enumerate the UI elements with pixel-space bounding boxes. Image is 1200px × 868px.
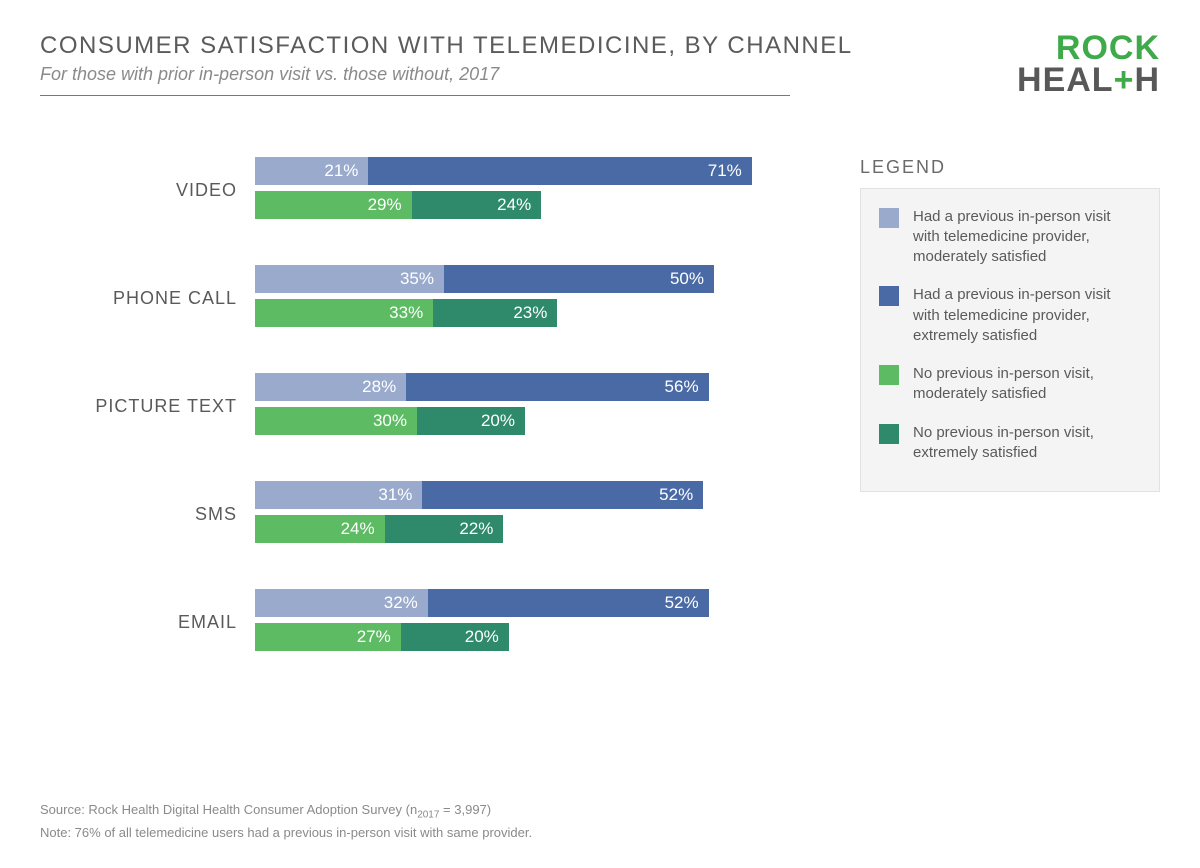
bar-segment-extreme: 50%: [444, 265, 714, 293]
bar-segment-extreme: 20%: [401, 623, 509, 651]
bar-prev-visit: 21%71%: [255, 157, 820, 185]
legend-item: No previous in-person visit, moderately …: [879, 364, 1141, 405]
bar-chart: VIDEO21%71%29%24%PHONE CALL35%50%33%23%P…: [40, 157, 820, 697]
bar-no-prev-visit: 27%20%: [255, 623, 820, 651]
legend-swatch: [879, 365, 899, 385]
bar-pair: 31%52% 24%22%: [255, 481, 820, 549]
bar-segment-extreme: 52%: [428, 589, 709, 617]
legend-swatch: [879, 208, 899, 228]
bar-segment-extreme: 20%: [417, 407, 525, 435]
bar-pair: 21%71% 29%24%: [255, 157, 820, 225]
bar-prev-visit: 35%50%: [255, 265, 820, 293]
category-label: EMAIL: [40, 612, 255, 633]
bar-no-prev-visit: 29%24%: [255, 191, 820, 219]
bar-pair: 28%56% 30%20%: [255, 373, 820, 441]
chart-title: CONSUMER SATISFACTION WITH TELEMEDICINE,…: [40, 32, 1017, 60]
bar-no-prev-visit: 33%23%: [255, 299, 820, 327]
bar-segment-moderate: 24%: [255, 515, 385, 543]
category-label: PHONE CALL: [40, 288, 255, 309]
bar-segment-moderate: 35%: [255, 265, 444, 293]
bar-segment-extreme: 22%: [385, 515, 504, 543]
source-sub: 2017: [417, 810, 439, 821]
bar-prev-visit: 28%56%: [255, 373, 820, 401]
bar-segment-moderate: 29%: [255, 191, 412, 219]
legend-item: Had a previous in-person visit with tele…: [879, 285, 1141, 346]
logo-heal: HEAL: [1017, 61, 1114, 99]
bar-no-prev-visit: 30%20%: [255, 407, 820, 435]
bar-segment-extreme: 52%: [422, 481, 703, 509]
bar-segment-extreme: 23%: [433, 299, 557, 327]
logo-h: H: [1134, 61, 1160, 99]
legend-title: LEGEND: [860, 157, 1160, 178]
title-divider: [40, 95, 790, 96]
note-line: Note: 76% of all telemedicine users had …: [40, 823, 532, 843]
category-label: PICTURE TEXT: [40, 396, 255, 417]
source-post: = 3,997): [439, 802, 491, 817]
category-label: SMS: [40, 504, 255, 525]
legend-text: No previous in-person visit, moderately …: [913, 364, 1141, 405]
source-line: Source: Rock Health Digital Health Consu…: [40, 800, 532, 823]
bar-pair: 35%50% 33%23%: [255, 265, 820, 333]
category-label: VIDEO: [40, 180, 255, 201]
bar-prev-visit: 32%52%: [255, 589, 820, 617]
chart-subtitle: For those with prior in-person visit vs.…: [40, 64, 1017, 85]
logo-line-2: HEAL+H: [1017, 64, 1160, 96]
bar-prev-visit: 31%52%: [255, 481, 820, 509]
title-block: CONSUMER SATISFACTION WITH TELEMEDICINE,…: [40, 32, 1017, 96]
content-area: VIDEO21%71%29%24%PHONE CALL35%50%33%23%P…: [40, 157, 1160, 697]
legend-swatch: [879, 286, 899, 306]
bar-segment-moderate: 27%: [255, 623, 401, 651]
legend: LEGEND Had a previous in-person visit wi…: [860, 157, 1160, 697]
bar-segment-moderate: 30%: [255, 407, 417, 435]
bar-segment-extreme: 71%: [368, 157, 751, 185]
bar-segment-moderate: 21%: [255, 157, 368, 185]
chart-row: SMS31%52% 24%22%: [40, 481, 820, 549]
source-pre: Source: Rock Health Digital Health Consu…: [40, 802, 417, 817]
bar-segment-extreme: 56%: [406, 373, 708, 401]
legend-text: Had a previous in-person visit with tele…: [913, 285, 1141, 346]
chart-row: PHONE CALL35%50% 33%23%: [40, 265, 820, 333]
logo-line-1: ROCK: [1017, 32, 1160, 64]
bar-no-prev-visit: 24%22%: [255, 515, 820, 543]
bar-segment-moderate: 33%: [255, 299, 433, 327]
footer-notes: Source: Rock Health Digital Health Consu…: [40, 800, 532, 842]
header-block: CONSUMER SATISFACTION WITH TELEMEDICINE,…: [40, 32, 1160, 97]
bar-pair: 32%52% 27%20%: [255, 589, 820, 657]
bar-segment-moderate: 28%: [255, 373, 406, 401]
chart-row: VIDEO21%71% 29%24%: [40, 157, 820, 225]
rock-health-logo: ROCK HEAL+H: [1017, 32, 1160, 97]
plus-icon: +: [1114, 61, 1135, 99]
bar-segment-moderate: 31%: [255, 481, 422, 509]
bar-segment-moderate: 32%: [255, 589, 428, 617]
chart-row: EMAIL32%52% 27%20%: [40, 589, 820, 657]
legend-body: Had a previous in-person visit with tele…: [860, 188, 1160, 493]
legend-text: Had a previous in-person visit with tele…: [913, 207, 1141, 268]
legend-item: Had a previous in-person visit with tele…: [879, 207, 1141, 268]
legend-swatch: [879, 424, 899, 444]
legend-text: No previous in-person visit, extremely s…: [913, 423, 1141, 464]
legend-item: No previous in-person visit, extremely s…: [879, 423, 1141, 464]
bar-segment-extreme: 24%: [412, 191, 542, 219]
chart-row: PICTURE TEXT28%56% 30%20%: [40, 373, 820, 441]
